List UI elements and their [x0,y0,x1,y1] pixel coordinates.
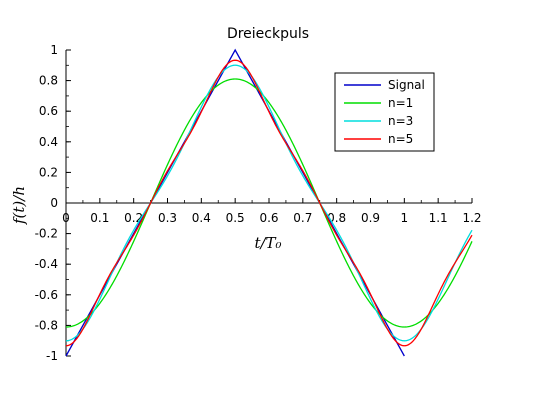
x-tick-label: 0.4 [192,211,211,225]
y-axis-label: f(t)/h [10,186,28,225]
legend-label-2: n=3 [388,114,413,128]
x-tick-label: 0.5 [226,211,245,225]
y-tick-label: -0.4 [35,257,58,271]
y-tick-label: 0 [50,196,58,210]
y-tick-label: -0.2 [35,227,58,241]
y-tick-label: -0.6 [35,288,58,302]
y-tick-label: 0.8 [39,74,58,88]
y-tick-label: 0.2 [39,165,58,179]
legend-label-3: n=5 [388,132,413,146]
y-tick-label: 1 [50,43,58,57]
x-tick-label: 0.7 [293,211,312,225]
series-group [65,48,473,357]
legend-box [334,72,435,152]
chart-title: Dreieckpuls [227,26,309,42]
y-axis: 1 0.8 0.6 0.4 0.2 0 -0.2 -0.4 -0.6 -0.8 -1 [35,43,71,363]
series-line-3 [65,59,473,347]
y-tick-label: 0.6 [39,104,58,118]
series-line-1 [65,78,473,328]
y-tick-label: -1 [46,349,58,363]
x-tick-label: 1.2 [462,211,481,225]
x-tick-label: 0.9 [361,211,380,225]
x-tick-label: 1.1 [429,211,448,225]
legend-label-1: n=1 [388,96,413,110]
x-axis: 0 0.1 0.2 0.3 0.4 0.5 0.6 0.7 0.8 0.9 1 1.1 1.2 [62,198,482,225]
legend-label-0: Signal [388,78,425,92]
legend: Signal n=1 n=3 n=5 [334,72,435,152]
series-line-2 [65,64,473,342]
x-tick-label: 1 [401,211,409,225]
y-tick-label: -0.8 [35,318,58,332]
x-tick-label: 0.1 [90,211,109,225]
x-tick-label: 0.3 [158,211,177,225]
x-tick-label: 0.6 [259,211,278,225]
x-tick-label: 0 [62,211,70,225]
y-tick-label: 0.4 [39,135,58,149]
x-axis-label: t/T₀ [254,234,281,252]
